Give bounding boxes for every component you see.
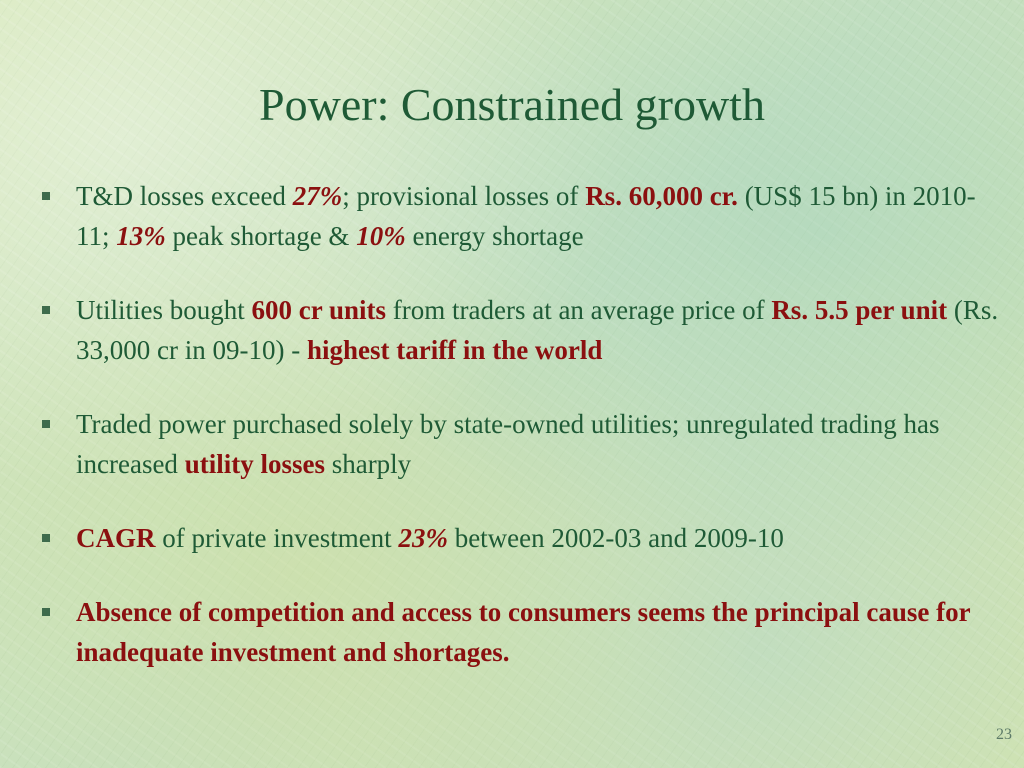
- bullet-segment: T&D losses exceed: [76, 181, 293, 211]
- bullet-segment: (Rs. 33,000 cr in 09-10) -: [76, 295, 999, 365]
- bullet-item-cagr: CAGR of private investment 23% between 2…: [40, 518, 1000, 558]
- bullet-text: Traded power purchased solely by state-o…: [76, 409, 940, 479]
- square-bullet-icon: [42, 306, 50, 314]
- bullet-text: T&D losses exceed 27%; provisional losse…: [76, 181, 976, 251]
- bullet-item-td-losses: T&D losses exceed 27%; provisional losse…: [40, 176, 1000, 256]
- bullet-segment: energy shortage: [405, 221, 584, 251]
- square-bullet-icon: [42, 192, 50, 200]
- bullet-segment-highlight: highest tariff in the world: [306, 335, 603, 365]
- bullet-list: T&D losses exceed 27%; provisional losse…: [40, 176, 1000, 706]
- bullet-text: CAGR of private investment 23% between 2…: [76, 523, 784, 553]
- bullet-segment-highlight: 23%: [398, 523, 448, 553]
- bullet-segment: ; provisional losses of: [342, 181, 586, 211]
- bullet-segment: from traders at an average price of: [386, 295, 772, 325]
- bullet-segment: (US$ 15 bn) in 2010-11;: [76, 181, 976, 251]
- square-bullet-icon: [42, 534, 50, 542]
- bullet-segment: of private investment: [155, 523, 399, 553]
- bullet-segment: sharply: [324, 449, 412, 479]
- bullet-segment-highlight: CAGR: [76, 523, 156, 553]
- bullet-text: Utilities bought 600 cr units from trade…: [76, 295, 998, 365]
- slide-title: Power: Constrained growth: [259, 79, 765, 130]
- bullet-segment-highlight: 10%: [356, 221, 406, 251]
- bullet-segment: Traded power purchased solely by state-o…: [76, 409, 940, 479]
- bullet-segment: between 2002-03 and 2009-10: [447, 523, 784, 553]
- slide-number: 23: [996, 726, 1012, 743]
- bullet-segment-highlight: Rs. 60,000 cr.: [585, 181, 738, 211]
- bullet-segment-highlight: 13%: [116, 221, 166, 251]
- bullet-segment-highlight: utility losses: [184, 449, 325, 479]
- bullet-item-conclusion: Absence of competition and access to con…: [40, 592, 1000, 672]
- square-bullet-icon: [42, 608, 50, 616]
- bullet-segment-highlight: 27%: [292, 181, 343, 211]
- bullet-text: Absence of competition and access to con…: [76, 597, 970, 667]
- bullet-segment-highlight: 600 cr units: [251, 295, 387, 325]
- bullet-segment-highlight: Absence of competition and access to con…: [76, 597, 971, 667]
- bullet-segment-highlight: Rs. 5.5 per unit: [771, 295, 948, 325]
- bullet-item-traded-power: Traded power purchased solely by state-o…: [40, 404, 1000, 484]
- square-bullet-icon: [42, 420, 50, 428]
- bullet-segment: Utilities bought: [76, 295, 252, 325]
- bullet-item-utilities-bought: Utilities bought 600 cr units from trade…: [40, 290, 1000, 370]
- bullet-segment: peak shortage &: [165, 221, 357, 251]
